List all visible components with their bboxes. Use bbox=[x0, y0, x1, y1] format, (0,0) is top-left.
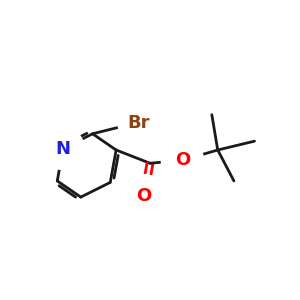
Text: O: O bbox=[175, 151, 190, 169]
Circle shape bbox=[118, 102, 160, 145]
Text: N: N bbox=[56, 140, 70, 158]
Text: Br: Br bbox=[128, 115, 150, 133]
Circle shape bbox=[161, 139, 203, 182]
Circle shape bbox=[123, 175, 165, 217]
Circle shape bbox=[42, 128, 84, 170]
Text: O: O bbox=[136, 187, 152, 205]
